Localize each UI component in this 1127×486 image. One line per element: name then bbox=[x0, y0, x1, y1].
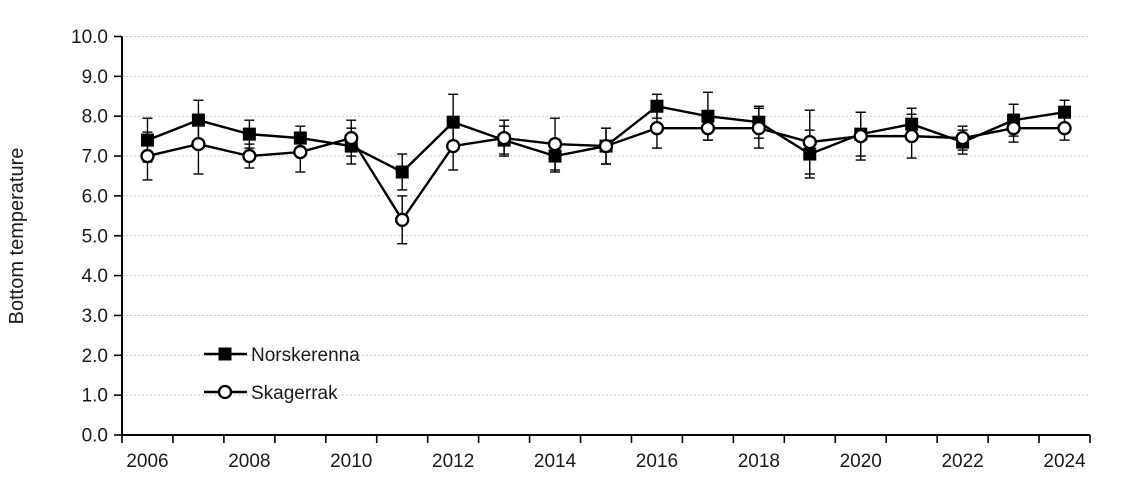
data-point-marker bbox=[293, 144, 308, 160]
legend-item-norskerenna: Norskerenna bbox=[204, 345, 360, 366]
series-skagerrak-error-bars bbox=[142, 107, 1070, 245]
axes: 0.0 1.0 2.0 3.0 4.0 5.0 6.0 7.0 8.0 9.0 10.0 2006 20… bbox=[71, 27, 1091, 472]
data-point-marker bbox=[955, 130, 970, 146]
data-point-marker bbox=[802, 134, 817, 150]
x-tick-label: 2016 bbox=[636, 451, 678, 472]
y-axis-title: Bottom temperature bbox=[6, 148, 28, 325]
data-point-marker bbox=[395, 165, 409, 179]
data-point-marker bbox=[242, 127, 256, 141]
legend-label: Norskerenna bbox=[251, 345, 360, 366]
legend-label: Skagerrak bbox=[251, 383, 338, 404]
legend-marker-open-circle bbox=[217, 384, 233, 400]
data-point-marker bbox=[395, 212, 410, 227]
plot-series bbox=[140, 91, 1072, 245]
series-skagerrak bbox=[140, 107, 1072, 245]
y-tick-label: 7.0 bbox=[82, 147, 108, 168]
data-point-marker bbox=[547, 136, 563, 152]
x-tick-label: 2020 bbox=[840, 451, 882, 472]
x-tick-label: 2022 bbox=[941, 451, 983, 472]
x-tick-label: 2008 bbox=[228, 451, 270, 472]
data-point-marker bbox=[242, 148, 257, 164]
y-tick-label: 0.0 bbox=[82, 426, 108, 447]
x-tick-label: 2014 bbox=[534, 451, 577, 472]
data-point-marker bbox=[904, 128, 919, 144]
data-point-marker bbox=[191, 136, 206, 152]
y-tick-label: 5.0 bbox=[82, 226, 108, 247]
data-point-marker bbox=[496, 130, 512, 146]
legend: Norskerenna Skagerrak bbox=[204, 345, 360, 404]
data-point-marker bbox=[140, 148, 155, 164]
x-tick-label: 2006 bbox=[126, 451, 168, 472]
data-point-marker bbox=[598, 138, 614, 154]
y-tick-label: 8.0 bbox=[82, 107, 108, 128]
legend-marker-filled-square bbox=[218, 347, 232, 361]
y-tick-label: 4.0 bbox=[82, 266, 108, 287]
gridlines bbox=[122, 36, 1090, 396]
x-tick-label: 2010 bbox=[330, 451, 372, 472]
y-tick-label: 6.0 bbox=[82, 186, 108, 207]
x-tick-label: 2018 bbox=[738, 451, 780, 472]
x-tick-label: 2024 bbox=[1043, 451, 1086, 472]
series-skagerrak-markers bbox=[140, 121, 1072, 227]
data-point-marker bbox=[344, 130, 359, 146]
y-tick-label: 2.0 bbox=[82, 346, 108, 367]
y-tick-label: 1.0 bbox=[82, 386, 108, 407]
data-point-marker bbox=[650, 99, 664, 113]
data-point-marker bbox=[446, 138, 461, 154]
data-point-marker bbox=[853, 128, 868, 144]
y-tick-label: 10.0 bbox=[71, 27, 108, 48]
y-tick-label: 3.0 bbox=[82, 306, 108, 327]
legend-item-skagerrak: Skagerrak bbox=[204, 383, 338, 404]
data-point-marker bbox=[700, 121, 716, 136]
y-tick-label: 9.0 bbox=[82, 67, 108, 88]
data-point-marker bbox=[1006, 121, 1021, 136]
data-point-marker bbox=[649, 121, 665, 136]
data-point-marker bbox=[751, 121, 766, 136]
x-tick-label: 2012 bbox=[432, 451, 474, 472]
data-point-marker bbox=[1058, 105, 1072, 119]
data-point-marker bbox=[1057, 121, 1072, 136]
